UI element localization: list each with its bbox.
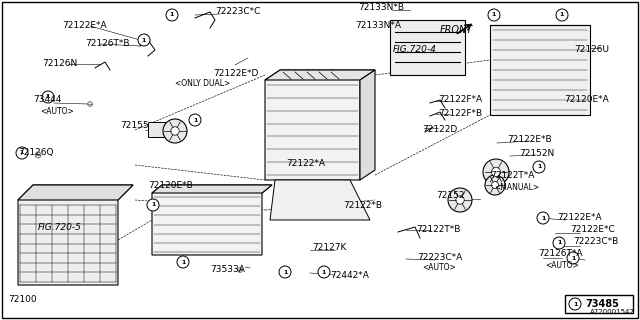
Text: 72122*A: 72122*A: [286, 158, 325, 167]
Text: 72127K: 72127K: [312, 244, 346, 252]
Text: 72122E*C: 72122E*C: [570, 226, 615, 235]
Text: <AUTO>: <AUTO>: [422, 263, 456, 273]
Circle shape: [189, 114, 201, 126]
Circle shape: [483, 159, 509, 185]
Text: 72120E*A: 72120E*A: [564, 95, 609, 105]
Text: 72122T*B: 72122T*B: [416, 226, 460, 235]
Bar: [148, 122, 168, 137]
Circle shape: [556, 9, 568, 21]
Text: 72122T*A: 72122T*A: [490, 171, 534, 180]
Text: 72223C*A: 72223C*A: [417, 252, 462, 261]
Text: 1: 1: [151, 203, 155, 207]
Circle shape: [533, 161, 545, 173]
Text: FIG.720-5: FIG.720-5: [38, 223, 82, 233]
Text: 72133N*B: 72133N*B: [358, 4, 404, 12]
Text: 72122E*A: 72122E*A: [557, 213, 602, 222]
Circle shape: [16, 147, 28, 159]
Circle shape: [147, 199, 159, 211]
Text: A720001542: A720001542: [590, 309, 635, 315]
Polygon shape: [265, 70, 375, 180]
Text: 72122*B: 72122*B: [343, 201, 382, 210]
Text: 72126Q: 72126Q: [18, 148, 54, 157]
Text: 73533A: 73533A: [210, 266, 245, 275]
Circle shape: [567, 252, 579, 264]
Text: 72120E*B: 72120E*B: [148, 181, 193, 190]
Text: 1: 1: [170, 12, 174, 18]
Text: 72152: 72152: [436, 190, 465, 199]
Text: 1: 1: [571, 255, 575, 260]
Text: 1: 1: [557, 241, 561, 245]
Text: 72223C*C: 72223C*C: [215, 7, 260, 17]
Text: 1: 1: [181, 260, 185, 265]
Polygon shape: [152, 185, 272, 193]
Text: 1: 1: [541, 215, 545, 220]
Text: 72126T*A: 72126T*A: [538, 249, 582, 258]
Circle shape: [88, 101, 92, 106]
Circle shape: [492, 181, 499, 188]
Circle shape: [237, 268, 243, 272]
Text: 1: 1: [283, 269, 287, 275]
Text: FRONT: FRONT: [440, 25, 473, 35]
Text: 1: 1: [20, 150, 24, 156]
Circle shape: [448, 188, 472, 212]
Polygon shape: [270, 180, 370, 220]
Text: 72126T*B: 72126T*B: [85, 38, 129, 47]
Circle shape: [569, 298, 581, 310]
Polygon shape: [265, 70, 375, 80]
Text: 72122F*A: 72122F*A: [438, 95, 482, 105]
Bar: [565, 295, 633, 313]
Text: 72126U: 72126U: [574, 45, 609, 54]
Text: 1: 1: [560, 12, 564, 18]
Bar: [490, 25, 590, 115]
Circle shape: [138, 34, 150, 46]
Text: 72122E*D: 72122E*D: [213, 68, 259, 77]
Text: 1: 1: [142, 37, 146, 43]
Circle shape: [485, 175, 505, 195]
Text: <ONLY DUAL>: <ONLY DUAL>: [175, 79, 230, 89]
Circle shape: [42, 91, 54, 103]
Polygon shape: [152, 185, 272, 255]
Text: FIG.720-4: FIG.720-4: [393, 45, 437, 54]
Circle shape: [177, 256, 189, 268]
Circle shape: [166, 9, 178, 21]
Text: 1: 1: [492, 12, 496, 18]
Circle shape: [318, 266, 330, 278]
Text: 72122E*B: 72122E*B: [507, 135, 552, 145]
Text: 1: 1: [193, 117, 197, 123]
Text: 72223C*B: 72223C*B: [573, 237, 618, 246]
Text: 72133N*A: 72133N*A: [355, 21, 401, 30]
Polygon shape: [18, 185, 133, 285]
Text: 1: 1: [322, 269, 326, 275]
Text: 72122D: 72122D: [422, 125, 457, 134]
Text: 73485: 73485: [585, 299, 619, 309]
Text: 72100: 72100: [8, 295, 36, 305]
Bar: [390, 20, 465, 75]
Text: <AUTO>: <AUTO>: [40, 107, 74, 116]
Circle shape: [488, 9, 500, 21]
Text: 1: 1: [537, 164, 541, 170]
Text: 72126N: 72126N: [42, 59, 77, 68]
Polygon shape: [18, 185, 133, 200]
Text: 72152N: 72152N: [519, 148, 554, 157]
Text: 72442*A: 72442*A: [330, 271, 369, 281]
Text: 72155: 72155: [120, 121, 148, 130]
Text: 72122F*B: 72122F*B: [438, 108, 482, 117]
Text: <MANUAL>: <MANUAL>: [494, 183, 539, 193]
Circle shape: [456, 196, 464, 204]
Text: 73444: 73444: [33, 95, 61, 105]
Text: 72122E*A: 72122E*A: [62, 20, 107, 29]
Polygon shape: [360, 70, 375, 180]
Text: 1: 1: [573, 301, 577, 307]
Circle shape: [492, 167, 500, 177]
Text: 1: 1: [46, 94, 50, 100]
Circle shape: [163, 119, 187, 143]
Circle shape: [537, 212, 549, 224]
Text: <AUTO>: <AUTO>: [545, 260, 579, 269]
Circle shape: [279, 266, 291, 278]
Circle shape: [35, 152, 41, 158]
Circle shape: [553, 237, 565, 249]
Circle shape: [171, 127, 179, 135]
